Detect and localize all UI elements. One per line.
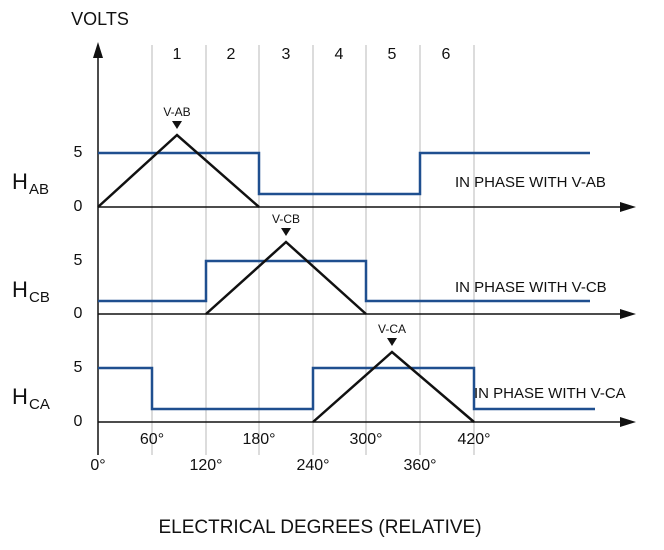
level-label: 0 (74, 198, 83, 215)
sector-label: 2 (227, 46, 236, 63)
channel-letter: H (12, 277, 28, 302)
peak-label: V-CA (378, 322, 406, 336)
peak-marker (281, 228, 291, 236)
arrowhead (620, 417, 636, 427)
channel-subscript: CB (29, 289, 50, 306)
hall-signal (98, 366, 595, 411)
level-label: 5 (74, 359, 83, 376)
peak-label: V-CB (272, 212, 300, 226)
hall-signal (98, 259, 590, 303)
arrowhead (620, 309, 636, 319)
degree-label: 60° (140, 431, 164, 448)
peak-marker (387, 338, 397, 346)
degree-label: 120° (189, 457, 222, 474)
degree-label: 360° (403, 457, 436, 474)
level-label: 0 (74, 305, 83, 322)
voltage-wave (312, 350, 475, 423)
level-label: 5 (74, 252, 83, 269)
channel-subscript: AB (29, 181, 49, 198)
voltage-wave (97, 133, 260, 208)
sector-label: 3 (282, 46, 291, 63)
degree-label: 0° (90, 457, 105, 474)
degree-label: 240° (296, 457, 329, 474)
channel-subscript: CA (29, 396, 50, 413)
degree-label: 420° (457, 431, 490, 448)
channel-letter: H (12, 169, 28, 194)
sector-label: 4 (335, 46, 344, 63)
arrowhead (93, 42, 103, 58)
degree-label: 180° (242, 431, 275, 448)
y-axis-title: VOLTS (71, 9, 129, 29)
arrowhead (620, 202, 636, 212)
grid (151, 45, 475, 455)
phase-note: IN PHASE WITH V-CA (474, 385, 626, 402)
sector-label: 5 (388, 46, 397, 63)
sector-label: 6 (442, 46, 451, 63)
peak-label: V-AB (163, 105, 190, 119)
level-label: 0 (74, 413, 83, 430)
channel-letter: H (12, 384, 28, 409)
hall-signal (98, 151, 590, 196)
x-axis-title: ELECTRICAL DEGREES (RELATIVE) (158, 517, 481, 538)
phase-note: IN PHASE WITH V-CB (455, 279, 607, 296)
level-label: 5 (74, 144, 83, 161)
degree-label: 300° (349, 431, 382, 448)
peak-marker (172, 121, 182, 129)
voltage-wave (205, 240, 367, 315)
sector-label: 1 (173, 46, 182, 63)
phase-note: IN PHASE WITH V-AB (455, 174, 606, 191)
